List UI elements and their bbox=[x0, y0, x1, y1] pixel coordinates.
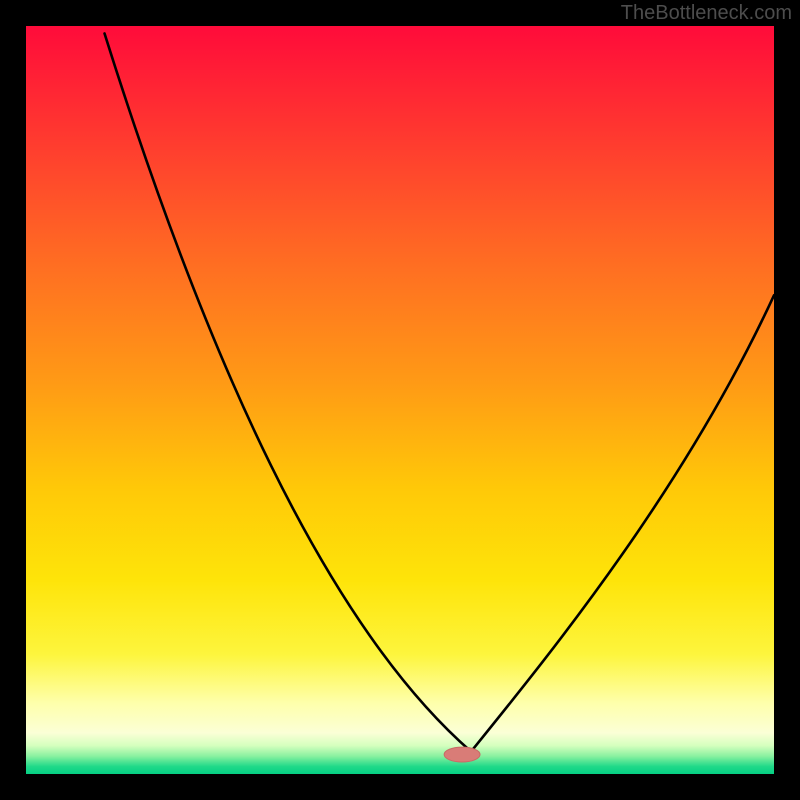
chart-frame: TheBottleneck.com bbox=[0, 0, 800, 800]
bottleneck-chart bbox=[0, 0, 800, 800]
attribution-label: TheBottleneck.com bbox=[621, 2, 792, 25]
bottleneck-marker bbox=[444, 747, 480, 762]
